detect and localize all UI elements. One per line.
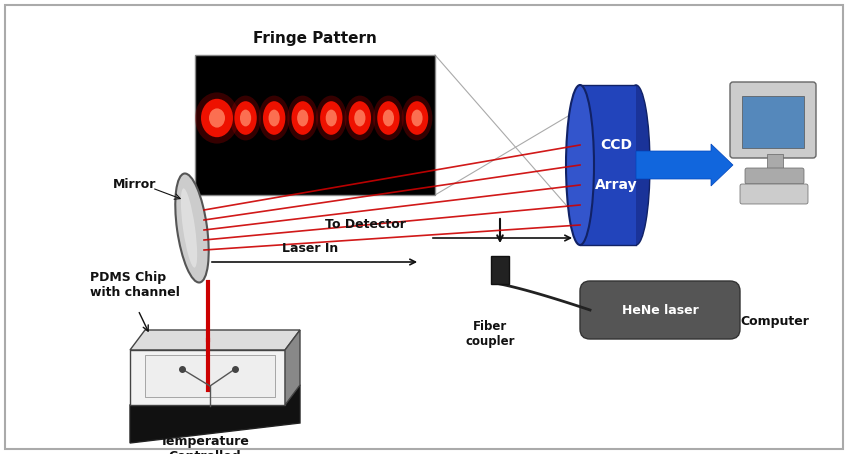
- Ellipse shape: [176, 173, 209, 282]
- Text: Mirror: Mirror: [114, 178, 157, 192]
- Text: Laser In: Laser In: [282, 242, 338, 255]
- Text: HeNe laser: HeNe laser: [622, 304, 699, 316]
- Ellipse shape: [344, 96, 376, 140]
- Ellipse shape: [320, 101, 343, 135]
- Ellipse shape: [292, 101, 314, 135]
- Ellipse shape: [259, 96, 289, 140]
- Ellipse shape: [287, 96, 318, 140]
- Ellipse shape: [411, 109, 422, 126]
- Ellipse shape: [406, 101, 428, 135]
- Ellipse shape: [377, 101, 399, 135]
- Polygon shape: [130, 385, 300, 443]
- Ellipse shape: [354, 109, 365, 126]
- Bar: [491, 256, 509, 284]
- Text: PDMS Chip
with channel: PDMS Chip with channel: [90, 271, 180, 299]
- FancyBboxPatch shape: [5, 5, 843, 449]
- Text: Fiber
coupler: Fiber coupler: [466, 320, 515, 348]
- Ellipse shape: [373, 96, 404, 140]
- FancyBboxPatch shape: [580, 281, 740, 339]
- Text: Computer: Computer: [740, 315, 810, 328]
- Ellipse shape: [566, 85, 594, 245]
- Ellipse shape: [402, 96, 432, 140]
- Text: Temperature
Controlled
Chip Holder: Temperature Controlled Chip Holder: [160, 435, 250, 454]
- Text: CCD: CCD: [600, 138, 632, 152]
- Ellipse shape: [195, 93, 239, 143]
- FancyArrow shape: [636, 144, 733, 186]
- Ellipse shape: [382, 109, 394, 126]
- Polygon shape: [145, 355, 275, 397]
- FancyBboxPatch shape: [745, 168, 804, 184]
- Polygon shape: [130, 330, 300, 350]
- Polygon shape: [130, 350, 285, 405]
- Ellipse shape: [349, 101, 371, 135]
- Text: Array: Array: [594, 178, 638, 192]
- Ellipse shape: [181, 188, 197, 267]
- Ellipse shape: [622, 85, 650, 245]
- Bar: [742, 96, 804, 148]
- FancyBboxPatch shape: [740, 184, 808, 204]
- Ellipse shape: [234, 101, 257, 135]
- Ellipse shape: [209, 109, 225, 128]
- FancyBboxPatch shape: [730, 82, 816, 158]
- Text: Fringe Pattern: Fringe Pattern: [253, 30, 377, 45]
- Ellipse shape: [201, 99, 233, 137]
- Polygon shape: [285, 330, 300, 405]
- Ellipse shape: [230, 96, 261, 140]
- Ellipse shape: [263, 101, 285, 135]
- Bar: [580, 85, 636, 245]
- Text: To Detector: To Detector: [325, 218, 405, 232]
- Ellipse shape: [326, 109, 337, 126]
- Bar: [767, 154, 783, 172]
- Ellipse shape: [297, 109, 309, 126]
- Bar: [195, 55, 435, 195]
- Ellipse shape: [316, 96, 347, 140]
- Ellipse shape: [240, 109, 251, 126]
- Ellipse shape: [269, 109, 280, 126]
